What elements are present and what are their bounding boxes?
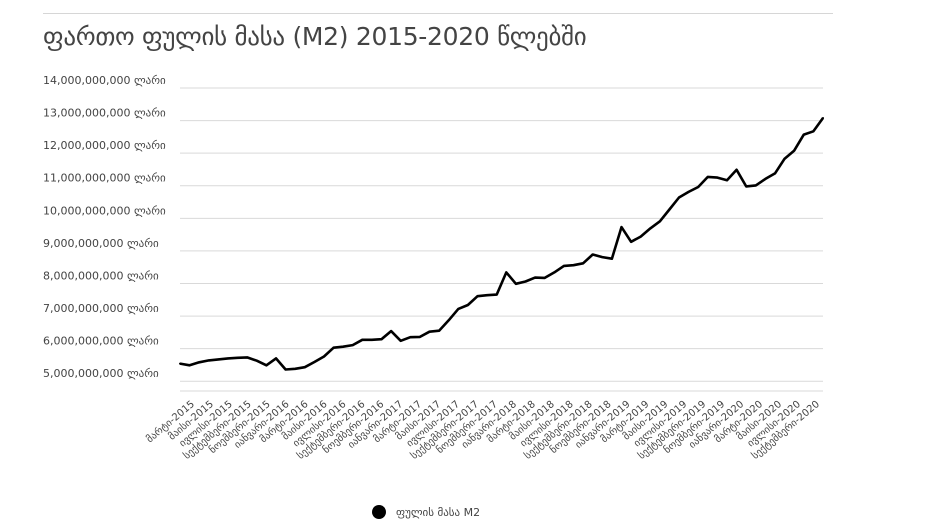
y-tick-label: 14,000,000,000 ლარი [43, 74, 166, 87]
data-point [399, 339, 402, 342]
data-point [793, 149, 796, 152]
data-point [438, 329, 441, 332]
data-point [697, 186, 700, 189]
data-point [783, 157, 786, 160]
data-point [812, 130, 815, 133]
data-point [620, 226, 623, 229]
data-point [505, 271, 508, 274]
data-point [303, 366, 306, 369]
data-point [562, 264, 565, 267]
data-point [284, 368, 287, 371]
data-point [649, 227, 652, 230]
data-point [726, 179, 729, 182]
legend-label: ფულის მასა M2 [396, 505, 481, 519]
data-point [351, 344, 354, 347]
y-tick-label: 11,000,000,000 ლარი [43, 172, 166, 185]
data-point [514, 282, 517, 285]
data-point [198, 361, 201, 364]
y-tick-label: 7,000,000,000 ლარი [43, 302, 159, 315]
data-point [322, 355, 325, 358]
y-tick-label: 13,000,000,000 ლარი [43, 107, 166, 120]
data-point [380, 338, 383, 341]
data-point [486, 294, 489, 297]
series-group [179, 116, 825, 371]
data-point [524, 280, 527, 283]
data-point [735, 168, 738, 171]
data-point [534, 276, 537, 279]
y-tick-label: 8,000,000,000 ლარი [43, 269, 159, 282]
gridlines [180, 87, 823, 392]
y-tick-label: 9,000,000,000 ლარი [43, 237, 159, 250]
data-point [822, 116, 824, 119]
data-point [207, 359, 210, 362]
data-point [572, 264, 575, 267]
data-point [610, 257, 613, 260]
data-point [409, 336, 412, 339]
data-point [188, 364, 191, 367]
data-point [630, 240, 633, 243]
data-point [582, 262, 585, 265]
data-point [745, 185, 748, 188]
data-point [658, 220, 661, 223]
data-point [342, 345, 345, 348]
data-point [370, 338, 373, 341]
data-point [639, 235, 642, 238]
x-axis-labels: მარტი-2015მაისი-2015ივლისი-2015სექტემბერ… [144, 398, 822, 462]
data-point [678, 196, 681, 199]
data-point [543, 276, 546, 279]
data-point [418, 335, 421, 338]
data-point [495, 293, 498, 296]
data-point [236, 356, 239, 359]
data-point [716, 176, 719, 179]
y-tick-label: 5,000,000,000 ლარი [43, 367, 159, 380]
data-point [274, 357, 277, 360]
data-point [706, 175, 709, 178]
y-tick-label: 12,000,000,000 ლარი [43, 139, 166, 152]
data-point [591, 253, 594, 256]
data-point [313, 361, 316, 364]
data-point [802, 133, 805, 136]
data-point [476, 295, 479, 298]
data-point [754, 184, 757, 187]
data-point [457, 307, 460, 310]
data-point [246, 356, 249, 359]
legend-marker-icon [372, 505, 386, 519]
data-point [447, 319, 450, 322]
data-point [668, 208, 671, 211]
top-divider [43, 13, 833, 14]
legend: ფულის მასა M2 [372, 505, 480, 519]
data-point [294, 367, 297, 370]
data-point [390, 330, 393, 333]
y-axis-labels: 14,000,000,000 ლარი 13,000,000,000 ლარი 12… [43, 74, 166, 380]
data-point [764, 177, 767, 180]
data-point [255, 359, 258, 362]
data-point [687, 190, 690, 193]
data-point [428, 330, 431, 333]
data-point [361, 338, 364, 341]
data-point [332, 346, 335, 349]
y-tick-label: 10,000,000,000 ლარი [43, 204, 166, 217]
data-point [217, 358, 220, 361]
chart-title: ფართო ფულის მასა (M2) 2015-2020 წლებში [43, 22, 587, 51]
data-point [179, 362, 181, 365]
data-point [774, 172, 777, 175]
line-chart: 14,000,000,000 ლარი 13,000,000,000 ლარი 12… [43, 74, 825, 462]
data-point [553, 271, 556, 274]
data-point [265, 364, 268, 367]
y-tick-label: 6,000,000,000 ლარი [43, 335, 159, 348]
data-point [226, 357, 229, 360]
data-point [601, 256, 604, 259]
series-line-m2 [179, 117, 825, 371]
data-point [466, 303, 469, 306]
